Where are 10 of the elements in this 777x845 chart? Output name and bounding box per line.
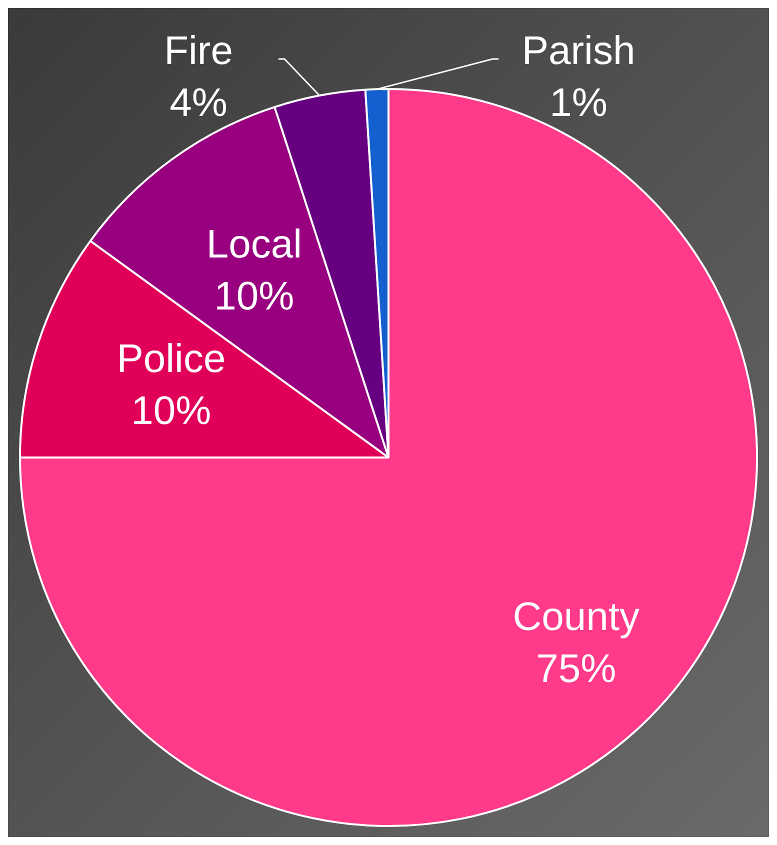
- data-label: 1%: [550, 81, 608, 126]
- slice-label: Fire: [164, 29, 233, 74]
- data-label: 10%: [131, 388, 212, 433]
- data-label: 10%: [214, 274, 294, 319]
- slice-label: County: [512, 595, 640, 640]
- slice-label: Local: [206, 222, 302, 267]
- slice-label: Police: [116, 336, 226, 381]
- slice-label: Parish: [522, 29, 636, 74]
- data-label: 4%: [170, 81, 228, 126]
- data-label: 75%: [536, 647, 616, 692]
